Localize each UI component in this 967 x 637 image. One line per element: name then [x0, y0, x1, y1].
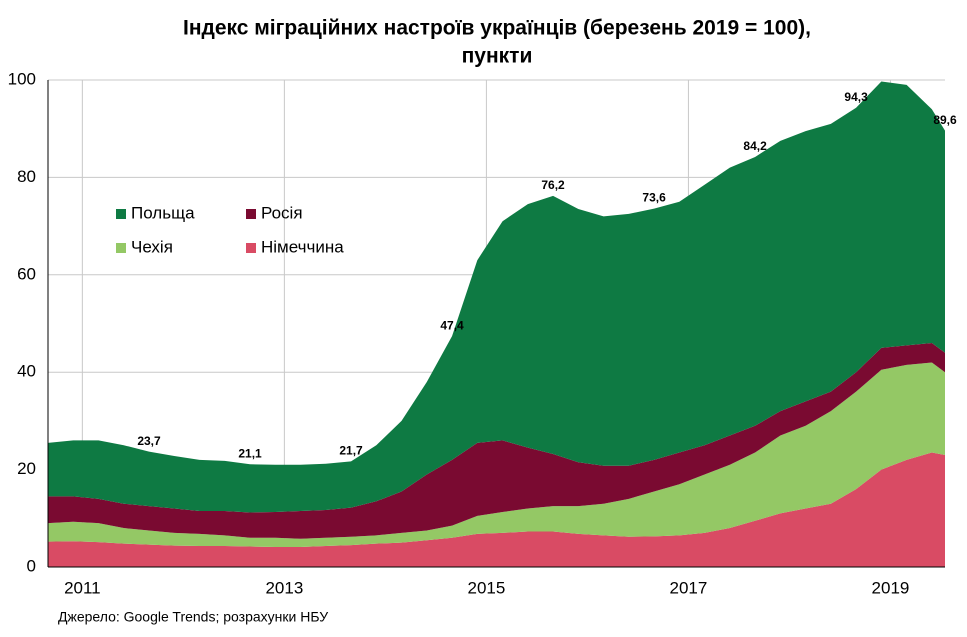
value-label: 76,2 [541, 178, 565, 192]
x-tick-label: 2013 [265, 578, 303, 597]
chart-title: Індекс міграційних настроїв українців (б… [183, 17, 811, 40]
axes [47, 80, 945, 568]
value-label: 47,4 [440, 318, 464, 332]
y-tick-label: 0 [27, 556, 36, 575]
value-label: 23,7 [137, 434, 161, 448]
value-label: 21,1 [238, 446, 262, 460]
area [48, 342, 945, 539]
y-tick-label: 40 [17, 362, 36, 381]
legend-label: Польща [131, 203, 195, 222]
x-tick-label: 2011 [64, 578, 101, 597]
source-note: Джерело: Google Trends; розрахунки НБУ [58, 609, 328, 625]
y-tick-label: 20 [17, 459, 36, 478]
y-tick-label: 100 [8, 69, 36, 88]
legend-swatch [246, 243, 256, 253]
area [48, 452, 945, 567]
legend-label: Чехія [131, 237, 173, 256]
value-label: 84,2 [743, 139, 767, 153]
value-label: 89,6 [933, 113, 957, 127]
areas [48, 81, 945, 567]
legend-swatch [246, 209, 256, 219]
x-tick-label: 2017 [670, 578, 708, 597]
value-label: 94,3 [844, 90, 868, 104]
legend-swatch [116, 209, 126, 219]
y-tick-label: 80 [17, 167, 36, 186]
x-tick-label: 2015 [467, 578, 505, 597]
legend-label: Росія [261, 203, 303, 222]
legend-swatch [116, 243, 126, 253]
labels: 0 20 40 60 80 100 2011 2013 2015 2017 2019 23,7 21,1… [8, 69, 957, 597]
value-label: 21,7 [339, 443, 363, 457]
legend-label: Німеччина [261, 237, 344, 256]
chart-title: пункти [462, 45, 533, 68]
area [48, 362, 945, 548]
area [48, 81, 945, 513]
value-label: 73,6 [642, 191, 666, 205]
y-tick-label: 60 [17, 264, 36, 283]
x-tick-label: 2019 [872, 578, 910, 597]
